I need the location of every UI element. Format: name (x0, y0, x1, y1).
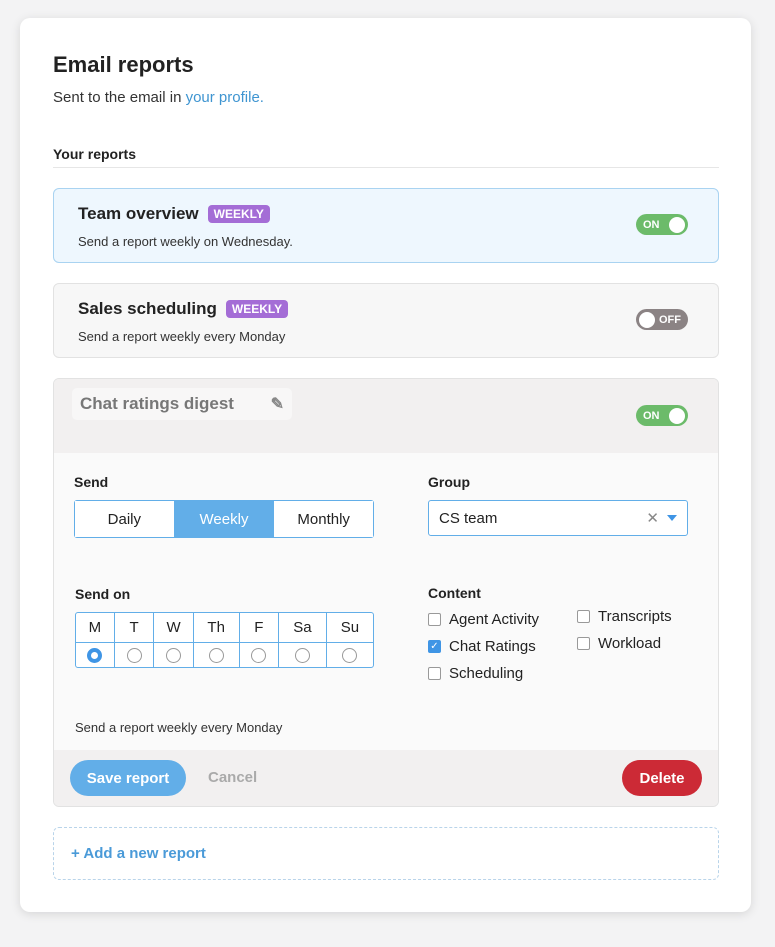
day-m: M (76, 613, 115, 643)
cancel-button[interactable]: Cancel (208, 769, 258, 786)
toggle-knob (639, 311, 655, 328)
profile-link[interactable]: your profile. (185, 89, 264, 106)
report-title: Team overview (78, 204, 199, 223)
day-radio-su[interactable] (342, 647, 358, 663)
content-label: Content (428, 585, 481, 601)
delete-button[interactable]: Delete (622, 760, 702, 796)
toggle-knob (669, 407, 685, 424)
report-toggle[interactable]: ON (636, 214, 688, 235)
day-w: W (153, 613, 194, 643)
checkbox-checked[interactable]: ✓ (428, 640, 441, 653)
day-picker: M T W Th F Sa Su (75, 612, 374, 668)
report-toggle[interactable]: ON (636, 405, 688, 426)
checkbox[interactable] (577, 637, 590, 650)
frequency-daily[interactable]: Daily (75, 501, 175, 537)
checkbox[interactable] (428, 613, 441, 626)
chevron-down-icon[interactable] (667, 515, 677, 521)
frequency-selector: Daily Weekly Monthly (74, 500, 374, 538)
frequency-badge: WEEKLY (225, 300, 289, 318)
group-label: Group (428, 474, 470, 490)
frequency-weekly[interactable]: Weekly (174, 501, 275, 537)
clear-icon[interactable]: ✕ (646, 510, 659, 527)
report-description: Send a report weekly every Monday (78, 329, 286, 344)
day-radio-sa[interactable] (294, 647, 310, 663)
checkbox[interactable] (577, 610, 590, 623)
day-f: F (238, 613, 280, 643)
section-label: Your reports (53, 146, 136, 162)
day-su: Su (325, 613, 373, 643)
day-radio-m[interactable] (87, 647, 103, 663)
report-toggle[interactable]: OFF (636, 309, 688, 330)
content-workload[interactable]: Workload (577, 635, 661, 652)
day-th: Th (192, 613, 240, 643)
report-description: Send a report weekly on Wednesday. (78, 234, 293, 249)
report-editor-card: Chat ratings digest ✎ ON (53, 378, 719, 807)
day-radio-w[interactable] (166, 647, 182, 663)
content-agent-activity[interactable]: Agent Activity (428, 611, 539, 628)
pencil-icon[interactable]: ✎ (270, 396, 284, 413)
toggle-knob (669, 216, 685, 233)
save-report-button[interactable]: Save report (70, 760, 186, 796)
page-subtitle: Sent to the email in your profile. (53, 89, 264, 106)
report-card-team-overview[interactable]: Team overview WEEKLY Send a report weekly… (53, 188, 719, 263)
day-radio-f[interactable] (251, 647, 267, 663)
frequency-badge: WEEKLY (207, 205, 270, 223)
group-value: CS team (439, 509, 498, 527)
report-card-sales-scheduling[interactable]: Sales scheduling WEEKLY Send a report wee… (53, 283, 719, 358)
content-chat-ratings[interactable]: ✓ Chat Ratings (428, 638, 536, 655)
add-report-button[interactable]: + Add a new report (53, 827, 719, 880)
schedule-summary: Send a report weekly every Monday (75, 720, 283, 735)
frequency-monthly[interactable]: Monthly (274, 501, 374, 537)
day-t: T (113, 613, 155, 643)
send-label: Send (74, 474, 109, 490)
content-transcripts[interactable]: Transcripts (577, 608, 672, 625)
group-select[interactable]: CS team ✕ (428, 500, 688, 536)
report-name-input[interactable]: Chat ratings digest ✎ (72, 388, 292, 420)
day-sa: Sa (278, 613, 327, 643)
checkbox[interactable] (428, 667, 441, 680)
send-on-label: Send on (75, 586, 131, 602)
content-scheduling[interactable]: Scheduling (428, 665, 523, 682)
report-title: Sales scheduling (78, 299, 217, 318)
day-radio-th[interactable] (208, 647, 224, 663)
divider (53, 167, 719, 168)
day-radio-t[interactable] (126, 647, 142, 663)
page-title: Email reports (53, 52, 194, 77)
